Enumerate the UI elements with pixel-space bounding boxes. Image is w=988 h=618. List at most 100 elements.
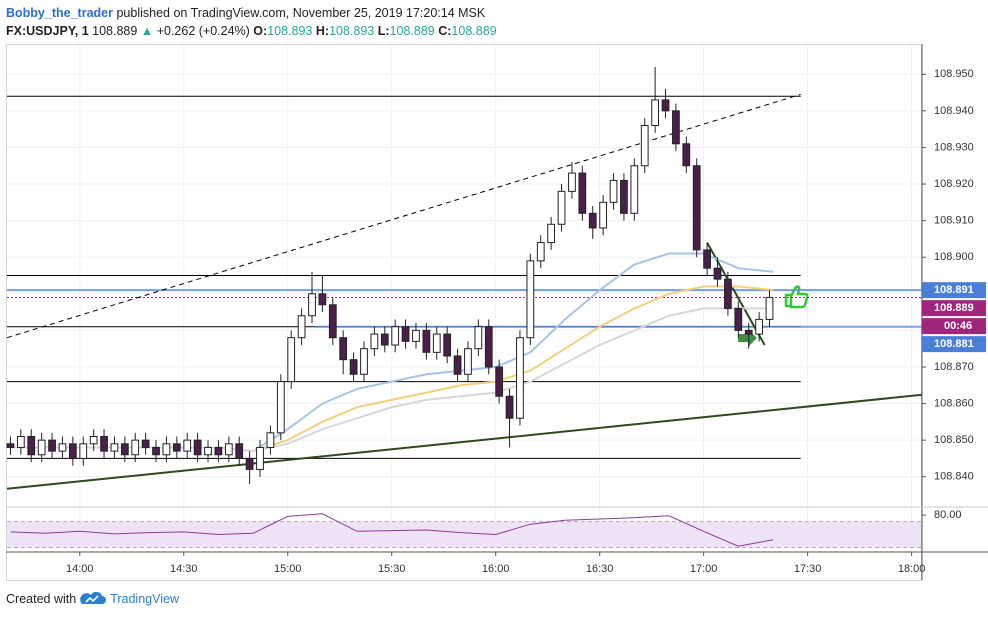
- trend-line: [6, 93, 801, 339]
- grid: [7, 44, 922, 552]
- candle-body: [110, 443, 119, 452]
- candle-body: [6, 443, 15, 448]
- footer: Created with TradingView: [6, 592, 179, 606]
- candle-body: [422, 329, 431, 353]
- candle-body: [141, 439, 150, 448]
- countdown-tag: [922, 318, 986, 335]
- y-tick-label: 108.840: [934, 471, 974, 483]
- candle-body: [734, 307, 743, 331]
- x-tick-label: 15:30: [378, 563, 406, 575]
- x-tick-label: 15:00: [274, 563, 302, 575]
- candle-body: [620, 179, 628, 214]
- candle-body: [453, 355, 462, 375]
- o-label: O:: [253, 24, 268, 38]
- candle-body: [256, 446, 264, 470]
- candle-body: [380, 333, 389, 346]
- candle-body: [578, 172, 587, 214]
- line-2: FX:USDJPY, 1 108.889 ▲ +0.262 (+0.24%) O…: [6, 22, 497, 40]
- candle-body: [68, 443, 77, 459]
- candle-body: [495, 366, 504, 397]
- y-tick-label: 108.950: [934, 68, 974, 80]
- change: +0.262 (+0.24%): [156, 24, 250, 38]
- candle-body: [287, 337, 296, 383]
- candle-body: [484, 326, 493, 368]
- candle-body: [609, 179, 618, 203]
- y-tick-label: 108.910: [934, 215, 974, 227]
- candle-body: [661, 99, 670, 112]
- x-tick-label: 16:00: [482, 563, 510, 575]
- candle-body: [131, 439, 140, 456]
- candle-body: [672, 110, 680, 145]
- price-tag: [922, 300, 986, 317]
- candle-body: [505, 395, 514, 419]
- candle-body: [599, 201, 608, 229]
- candle-body: [412, 329, 420, 342]
- created: Created with: [6, 592, 77, 606]
- candle-body: [391, 326, 400, 346]
- candle-body: [204, 446, 212, 456]
- y-tick-label: 108.930: [934, 141, 974, 153]
- candle-body: [37, 439, 46, 456]
- candle-body: [640, 124, 649, 167]
- rsi-line: [10, 513, 774, 547]
- l-label: L:: [377, 24, 390, 38]
- candle-body: [765, 296, 774, 320]
- candle-body: [744, 329, 753, 335]
- candle-body: [516, 337, 524, 419]
- axis-labels: 108.840108.850108.860108.870108.880108.8…: [66, 68, 986, 575]
- y-tick-label: 108.900: [934, 251, 974, 263]
- author[interactable]: Bobby_the_trader: [6, 6, 113, 20]
- x-tick-label: 17:30: [794, 563, 822, 575]
- candle-body: [318, 293, 327, 306]
- c-label: C:: [438, 24, 452, 38]
- y-tick-label: 80.00: [934, 509, 962, 521]
- candle-body: [630, 165, 639, 214]
- candle-body: [245, 457, 254, 470]
- candle-body: [557, 190, 566, 225]
- candle-body: [308, 293, 316, 317]
- symbol: FX:USDJPY, 1: [6, 24, 89, 38]
- rsi-band: [7, 521, 922, 548]
- x-tick-label: 14:30: [170, 563, 198, 575]
- candle-body: [474, 326, 483, 350]
- candle-body: [339, 337, 348, 361]
- candle-body: [536, 242, 545, 262]
- candle-body: [568, 172, 576, 192]
- candle-body: [755, 318, 763, 335]
- candle-body: [443, 333, 452, 357]
- l: 108.889: [389, 24, 435, 38]
- candle-body: [713, 267, 722, 280]
- candle-body: [276, 381, 285, 434]
- candle-body: [349, 359, 358, 375]
- candle-body: [48, 439, 56, 452]
- candle-body: [692, 165, 701, 251]
- candle-body: [152, 446, 160, 456]
- candle-body: [401, 326, 410, 342]
- candle-body: [235, 443, 244, 459]
- candle-body: [297, 315, 306, 339]
- candle-body: [162, 443, 171, 456]
- brand[interactable]: TradingView: [110, 592, 179, 606]
- candle-body: [89, 435, 98, 445]
- candle-body: [266, 432, 275, 448]
- y-tick-label: 108.870: [934, 361, 974, 373]
- h: 108.893: [329, 24, 375, 38]
- h-label: H:: [315, 24, 330, 38]
- candle-body: [58, 443, 67, 452]
- candle-body: [682, 143, 691, 167]
- price-tag: [922, 282, 986, 299]
- candle-body: [547, 223, 556, 244]
- candle-body: [100, 435, 108, 452]
- candle-body: [588, 212, 597, 229]
- chart: 108.840108.850108.860108.870108.880108.8…: [6, 44, 988, 581]
- line-1: Bobby_the_trader published on TradingVie…: [6, 4, 497, 22]
- candle-body: [432, 333, 441, 353]
- trend-line: [6, 393, 923, 490]
- marks: [6, 66, 774, 547]
- candle-body: [183, 439, 192, 452]
- x-tick-label: 17:00: [690, 563, 718, 575]
- price-tag: [922, 336, 986, 353]
- x-tick-label: 14:00: [66, 563, 94, 575]
- price: 108.889: [92, 24, 138, 38]
- x-tick-label: 18:00: [898, 563, 926, 575]
